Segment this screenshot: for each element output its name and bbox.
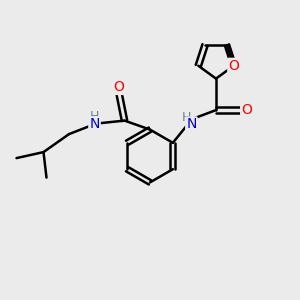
Text: O: O — [241, 103, 252, 117]
Text: O: O — [228, 59, 239, 73]
Text: H: H — [182, 111, 191, 124]
Text: N: N — [186, 118, 197, 131]
Text: O: O — [114, 80, 124, 94]
Text: H: H — [90, 110, 99, 124]
Text: N: N — [89, 117, 100, 131]
